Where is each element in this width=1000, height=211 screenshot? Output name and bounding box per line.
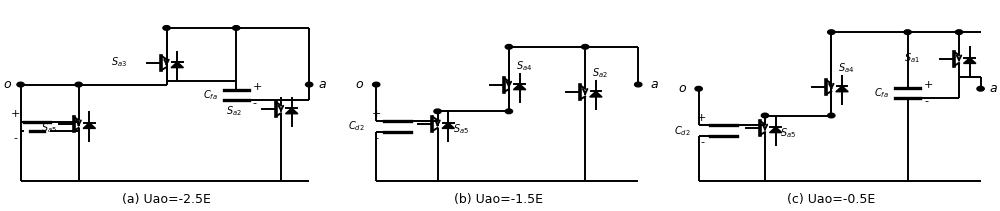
Polygon shape [513,84,526,90]
Polygon shape [442,123,454,128]
Text: $S_{a2}$: $S_{a2}$ [226,104,242,118]
Text: $S_{a5}$: $S_{a5}$ [41,121,57,135]
Circle shape [505,45,513,49]
Circle shape [904,30,911,34]
Text: $S_{a5}$: $S_{a5}$ [453,122,469,136]
Polygon shape [590,91,602,97]
Text: $S_{a2}$: $S_{a2}$ [592,66,608,80]
Text: $o$: $o$ [678,82,687,95]
Text: $C_{d2}$: $C_{d2}$ [348,120,365,133]
Circle shape [17,82,24,87]
Text: $o$: $o$ [355,78,364,91]
Text: $S_{a1}$: $S_{a1}$ [904,51,920,65]
Text: $a$: $a$ [318,78,327,91]
Text: $S_{a4}$: $S_{a4}$ [516,59,532,73]
Text: $S_{a3}$: $S_{a3}$ [111,55,127,69]
Text: +: + [372,109,381,119]
Circle shape [373,82,380,87]
Text: $a$: $a$ [650,78,659,91]
Text: -: - [253,98,257,108]
Polygon shape [769,127,782,133]
Text: +: + [697,113,707,123]
Polygon shape [285,108,298,114]
Text: (b) Uao=-1.5E: (b) Uao=-1.5E [454,193,543,206]
Circle shape [828,30,835,34]
Text: $C_{d2}$: $C_{d2}$ [674,124,690,138]
Circle shape [233,26,240,30]
Text: -: - [374,133,378,143]
Circle shape [505,109,513,114]
Circle shape [977,87,984,91]
Text: $S_{a4}$: $S_{a4}$ [838,61,855,75]
Circle shape [75,82,82,87]
Circle shape [163,26,170,30]
Circle shape [434,109,441,114]
Circle shape [761,113,769,118]
Text: (a) Uao=-2.5E: (a) Uao=-2.5E [122,193,211,206]
Text: $a$: $a$ [989,82,998,95]
Text: $C_{fa}$: $C_{fa}$ [874,86,889,100]
Circle shape [306,82,313,87]
Circle shape [955,30,963,34]
Circle shape [635,82,642,87]
Text: $S_{a5}$: $S_{a5}$ [780,126,797,140]
Polygon shape [836,86,848,92]
Text: +: + [924,80,934,89]
Polygon shape [171,62,183,68]
Polygon shape [83,123,96,128]
Circle shape [695,87,702,91]
Polygon shape [964,58,976,64]
Text: -: - [700,137,704,147]
Text: $o$: $o$ [3,78,12,91]
Text: -: - [14,133,18,143]
Circle shape [582,45,589,49]
Text: (c) Uao=-0.5E: (c) Uao=-0.5E [787,193,875,206]
Circle shape [828,113,835,118]
Text: -: - [924,96,928,106]
Text: $C_{fa}$: $C_{fa}$ [203,88,218,102]
Text: +: + [11,109,20,119]
Text: +: + [253,82,262,92]
